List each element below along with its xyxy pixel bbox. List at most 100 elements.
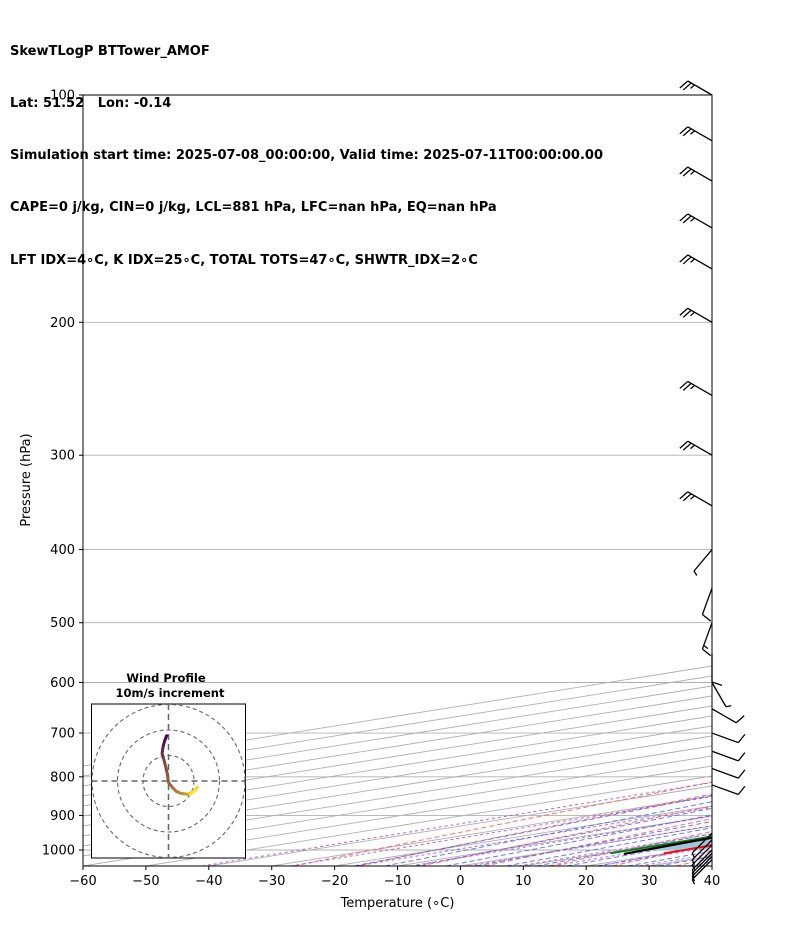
barb-flag: [682, 493, 692, 502]
barb-staff: [687, 491, 713, 507]
y-tick-label: 900: [50, 809, 75, 824]
barb-staff: [701, 622, 713, 650]
wind-barb: [711, 767, 746, 779]
wind-barb: [701, 587, 713, 622]
isotherm-line: [208, 785, 712, 866]
wind-barb: [679, 254, 713, 270]
wind-barb: [679, 380, 713, 397]
dry-adiabat: [484, 818, 712, 866]
barb-staff: [687, 126, 713, 142]
barb-flag: [679, 380, 689, 389]
hodograph-trace: [165, 771, 170, 784]
wind-barb: [711, 750, 746, 762]
isotherm-line: [83, 715, 712, 817]
wind-barb: [691, 832, 713, 858]
y-tick-label: 1000: [42, 844, 75, 859]
barb-half-flag: [690, 495, 695, 500]
moist-adiabat: [536, 833, 712, 866]
barb-staff: [691, 852, 713, 874]
barb-half-flag: [690, 258, 695, 263]
barb-staff: [687, 213, 713, 229]
barb-staff: [711, 784, 739, 796]
barb-half-flag: [691, 852, 696, 858]
barb-staff: [687, 307, 713, 323]
x-tick-label: −50: [132, 874, 159, 889]
barb-half-flag: [693, 570, 698, 576]
barb-flag: [679, 491, 689, 500]
isotherm-line: [586, 845, 712, 866]
wind-barb: [691, 852, 713, 879]
wind-barb: [679, 126, 713, 142]
isotherm-line: [649, 855, 712, 866]
y-tick-label: 500: [50, 616, 75, 631]
x-tick-label: −10: [384, 874, 411, 889]
isotherm-line: [523, 835, 712, 866]
barb-staff: [711, 682, 727, 708]
barb-half-flag: [691, 869, 696, 875]
x-tick-label: 40: [704, 874, 721, 889]
dry-adiabat: [420, 805, 712, 866]
wind-barb: [679, 166, 713, 182]
barb-staff: [691, 839, 713, 861]
barb-flag: [679, 440, 689, 449]
moist-adiabat: [476, 820, 712, 866]
moist-adiabat: [627, 850, 712, 866]
barb-staff: [691, 849, 713, 871]
isotherm-line: [83, 705, 712, 807]
x-tick-label: −40: [195, 874, 222, 889]
y-tick-label: 700: [50, 727, 75, 742]
barb-flag: [679, 254, 689, 263]
mixing-ratio-line: [410, 815, 712, 866]
barb-flag: [682, 256, 692, 265]
barb-staff: [687, 380, 713, 397]
moist-adiabat: [415, 807, 712, 866]
barb-flag: [702, 613, 712, 622]
inset-subtitle: 10m/s increment: [116, 686, 225, 700]
isotherm-line: [711, 865, 712, 866]
barb-staff: [701, 587, 713, 615]
barb-half-flag: [690, 217, 695, 222]
dewpoint-line: [610, 835, 712, 855]
barb-flag: [679, 126, 689, 135]
isotherm-line: [334, 805, 712, 866]
barb-flag: [679, 166, 689, 175]
y-tick-label: 300: [50, 449, 75, 464]
barb-staff: [711, 750, 739, 762]
axes: −60 −50 −40 −30 −20 −10 0 10 20 30 40 100 200 300 400 5…: [42, 89, 720, 890]
moist-adiabat: [354, 794, 712, 866]
isotherm-line: [83, 665, 712, 767]
dry-adiabat: [675, 857, 712, 866]
wind-barb: [679, 491, 713, 507]
wind-barb: [711, 708, 745, 724]
mixing-ratio-line: [290, 796, 712, 866]
barb-flag: [682, 309, 692, 318]
barb-flag: [682, 442, 692, 451]
isotherm-line: [271, 795, 712, 866]
barb-staff: [711, 767, 739, 779]
barb-flag: [737, 733, 746, 744]
wind-barb: [711, 784, 746, 796]
barb-half-flag: [691, 879, 696, 885]
barb-flag: [737, 752, 746, 762]
dry-adiabat: [740, 95, 794, 866]
moist-adiabat: [720, 95, 794, 866]
y-tick-label: 600: [50, 676, 75, 691]
wind-barb: [679, 440, 713, 456]
cin-shading: [644, 837, 712, 850]
profile-lines: [610, 835, 712, 855]
wind-barbs: [679, 80, 746, 885]
hodograph-trace: [188, 789, 196, 796]
hodograph-inset: Wind Profile 10m/s increment: [91, 671, 246, 859]
barb-half-flag: [703, 644, 709, 650]
barb-half-flag: [690, 170, 695, 175]
moist-adiabat: [597, 844, 712, 866]
index-line: LFT IDX=4∘C, K IDX=25∘C, TOTAL TOTS=47∘C…: [10, 252, 478, 268]
isotherm-line: [83, 735, 712, 837]
barb-half-flag: [690, 311, 695, 317]
inset-title: Wind Profile: [126, 671, 206, 685]
mixing-ratio-line: [639, 853, 712, 866]
x-tick-label: 0: [456, 874, 464, 889]
isotherm-line: [83, 695, 712, 797]
chart-title: SkewTLogP BTTower_AMOF: [10, 43, 210, 59]
